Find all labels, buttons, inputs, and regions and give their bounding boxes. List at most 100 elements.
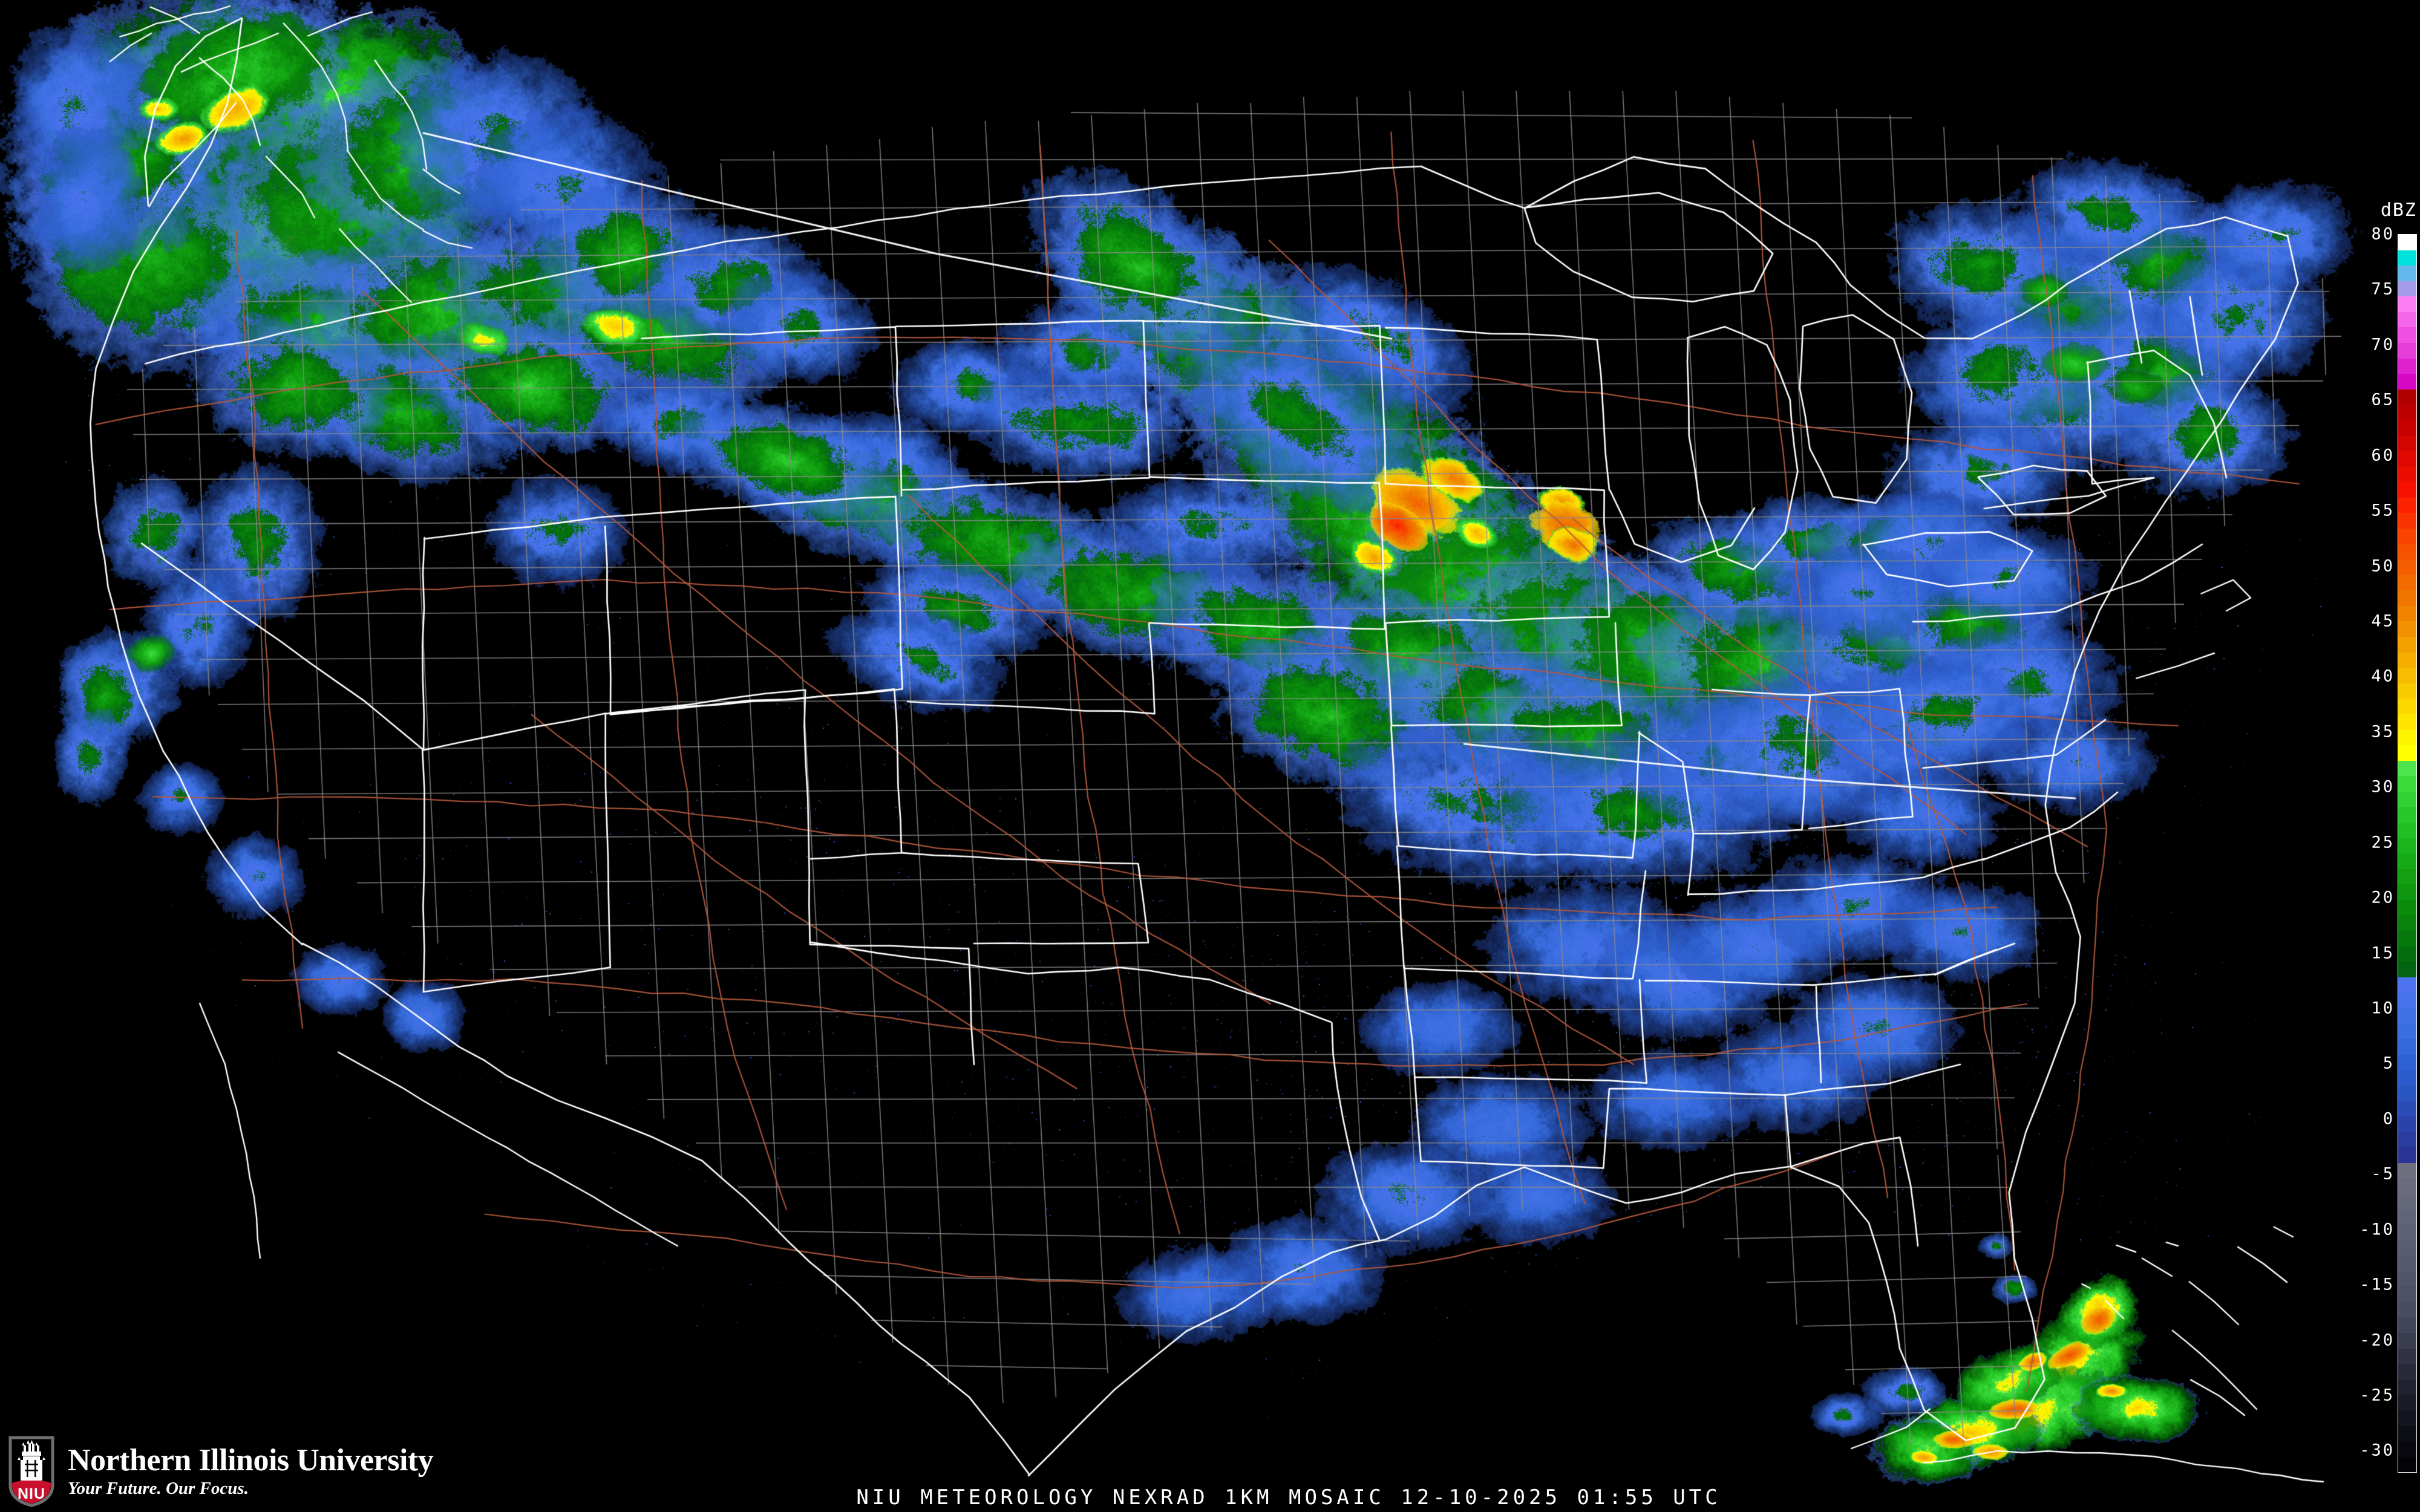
- colorbar-segment: [2398, 1348, 2416, 1364]
- colorbar-segment: [2398, 1054, 2416, 1070]
- colorbar-segment: [2398, 838, 2416, 854]
- colorbar-segment: [2398, 435, 2416, 452]
- colorbar-segment: [2398, 575, 2416, 591]
- colorbar-segment: [2398, 668, 2416, 683]
- colorbar-segment: [2398, 1364, 2416, 1380]
- colorbar-segment: [2398, 899, 2416, 916]
- colorbar-segment: [2398, 776, 2416, 792]
- colorbar-tick: -25: [2360, 1386, 2395, 1405]
- reflectivity-colorbar: dBZ 80 75 70 65 60 55 50 45 40 35 30 25 20 15 10 5 0 -5 -1…: [2360, 200, 2420, 1482]
- colorbar-tick: 50: [2371, 556, 2395, 576]
- colorbar-segment: [2398, 1379, 2416, 1395]
- colorbar-tick: 65: [2371, 390, 2395, 409]
- colorbar-tick: 40: [2371, 666, 2395, 686]
- colorbar-tick: 0: [2382, 1109, 2395, 1129]
- colorbar-tick: 10: [2371, 999, 2395, 1018]
- colorbar-segment: [2398, 405, 2416, 420]
- product-caption: NIU METEOROLOGY NEXRAD 1KM MOSAIC 12-10-…: [856, 1485, 1721, 1510]
- colorbar-segment: [2398, 311, 2416, 328]
- colorbar-segment: [2398, 389, 2416, 405]
- university-tagline: Your Future. Our Focus.: [68, 1479, 249, 1499]
- colorbar-segment: [2398, 1070, 2416, 1086]
- colorbar-segment: [2398, 513, 2416, 529]
- colorbar-segment: [2398, 884, 2416, 900]
- colorbar-segment: [2398, 745, 2416, 761]
- colorbar-segment: [2398, 235, 2416, 250]
- university-name: Northern Illinois University: [68, 1442, 434, 1478]
- colorbar-segment: [2398, 683, 2416, 699]
- niu-wordmark: Northern Illinois University Your Future…: [68, 1442, 434, 1499]
- colorbar-segment: [2398, 559, 2416, 575]
- niu-logo: NIU Northern Illinois University Your Fu…: [8, 1435, 434, 1508]
- colorbar-segment: [2398, 358, 2416, 374]
- colorbar-tick: -10: [2360, 1220, 2395, 1239]
- colorbar-segment: [2398, 621, 2416, 637]
- colorbar-segment: [2398, 729, 2416, 746]
- colorbar-segment: [2398, 1116, 2416, 1132]
- colorbar-segment: [2398, 281, 2416, 297]
- colorbar-segment: [2398, 868, 2416, 885]
- colorbar-segment: [2398, 760, 2416, 777]
- colorbar-segment: [2398, 1395, 2416, 1410]
- colorbar-segment: [2398, 528, 2416, 544]
- colorbar-segment: [2398, 1193, 2416, 1210]
- colorbar-segment: [2398, 374, 2416, 389]
- colorbar-segment: [2398, 1209, 2416, 1225]
- colorbar-tick: 15: [2371, 943, 2395, 963]
- colorbar-segment: [2398, 1286, 2416, 1302]
- colorbar-segment: [2398, 962, 2416, 977]
- colorbar-tick: 5: [2382, 1054, 2395, 1073]
- colorbar-segment: [2398, 807, 2416, 823]
- colorbar-tick: 20: [2371, 888, 2395, 907]
- colorbar-segment: [2398, 327, 2416, 344]
- colorbar-segment: [2398, 1008, 2416, 1024]
- colorbar-segment: [2398, 1178, 2416, 1194]
- colorbar-segment: [2398, 1085, 2416, 1101]
- colorbar-tick: 80: [2371, 224, 2395, 244]
- colorbar-tick: 45: [2371, 611, 2395, 631]
- colorbar-segment: [2398, 605, 2416, 622]
- colorbar-segment: [2398, 652, 2416, 668]
- colorbar-segment: [2398, 250, 2416, 266]
- colorbar-segment: [2398, 544, 2416, 560]
- colorbar-segment: [2398, 1147, 2416, 1163]
- colorbar-segment: [2398, 992, 2416, 1008]
- colorbar-tick: -5: [2371, 1164, 2395, 1184]
- colorbar-segment: [2398, 296, 2416, 312]
- colorbar-segment: [2398, 451, 2416, 467]
- colorbar-units-label: dBZ: [2380, 200, 2417, 221]
- colorbar-segment: [2398, 915, 2416, 931]
- colorbar-tick: -30: [2360, 1441, 2395, 1460]
- colorbar-segment: [2398, 1039, 2416, 1055]
- colorbar-segment: [2398, 1023, 2416, 1040]
- colorbar-segment: [2398, 1441, 2416, 1457]
- colorbar-segment: [2398, 1317, 2416, 1334]
- colorbar-segment: [2398, 853, 2416, 869]
- caption-bar: NIU METEOROLOGY NEXRAD 1KM MOSAIC 12-10-…: [0, 1485, 2335, 1510]
- colorbar-segment: [2398, 343, 2416, 359]
- colorbar-segment: [2398, 1240, 2416, 1256]
- colorbar-tick: 35: [2371, 722, 2395, 741]
- colorbar-segment: [2398, 466, 2416, 483]
- colorbar-segment: [2398, 1271, 2416, 1287]
- colorbar-segment: [2398, 1132, 2416, 1148]
- colorbar-segment: [2398, 1101, 2416, 1116]
- colorbar-tick: 25: [2371, 833, 2395, 852]
- colorbar-tick: 30: [2371, 777, 2395, 797]
- colorbar-segment: [2398, 590, 2416, 606]
- colorbar-segment: [2398, 822, 2416, 838]
- colorbar-segment: [2398, 931, 2416, 947]
- svg-text:NIU: NIU: [18, 1485, 45, 1502]
- colorbar-segment: [2398, 1456, 2416, 1473]
- colorbar-tick: -15: [2360, 1275, 2395, 1294]
- colorbar-segment: [2398, 946, 2416, 962]
- colorbar-segment: [2398, 714, 2416, 730]
- colorbar-segment: [2398, 266, 2416, 281]
- colorbar-segment: [2398, 497, 2416, 513]
- colorbar-tick: -20: [2360, 1331, 2395, 1350]
- niu-shield-icon: NIU: [8, 1436, 54, 1507]
- colorbar-segment: [2398, 1333, 2416, 1349]
- colorbar-segment: [2398, 1225, 2416, 1240]
- colorbar-segment: [2398, 977, 2416, 993]
